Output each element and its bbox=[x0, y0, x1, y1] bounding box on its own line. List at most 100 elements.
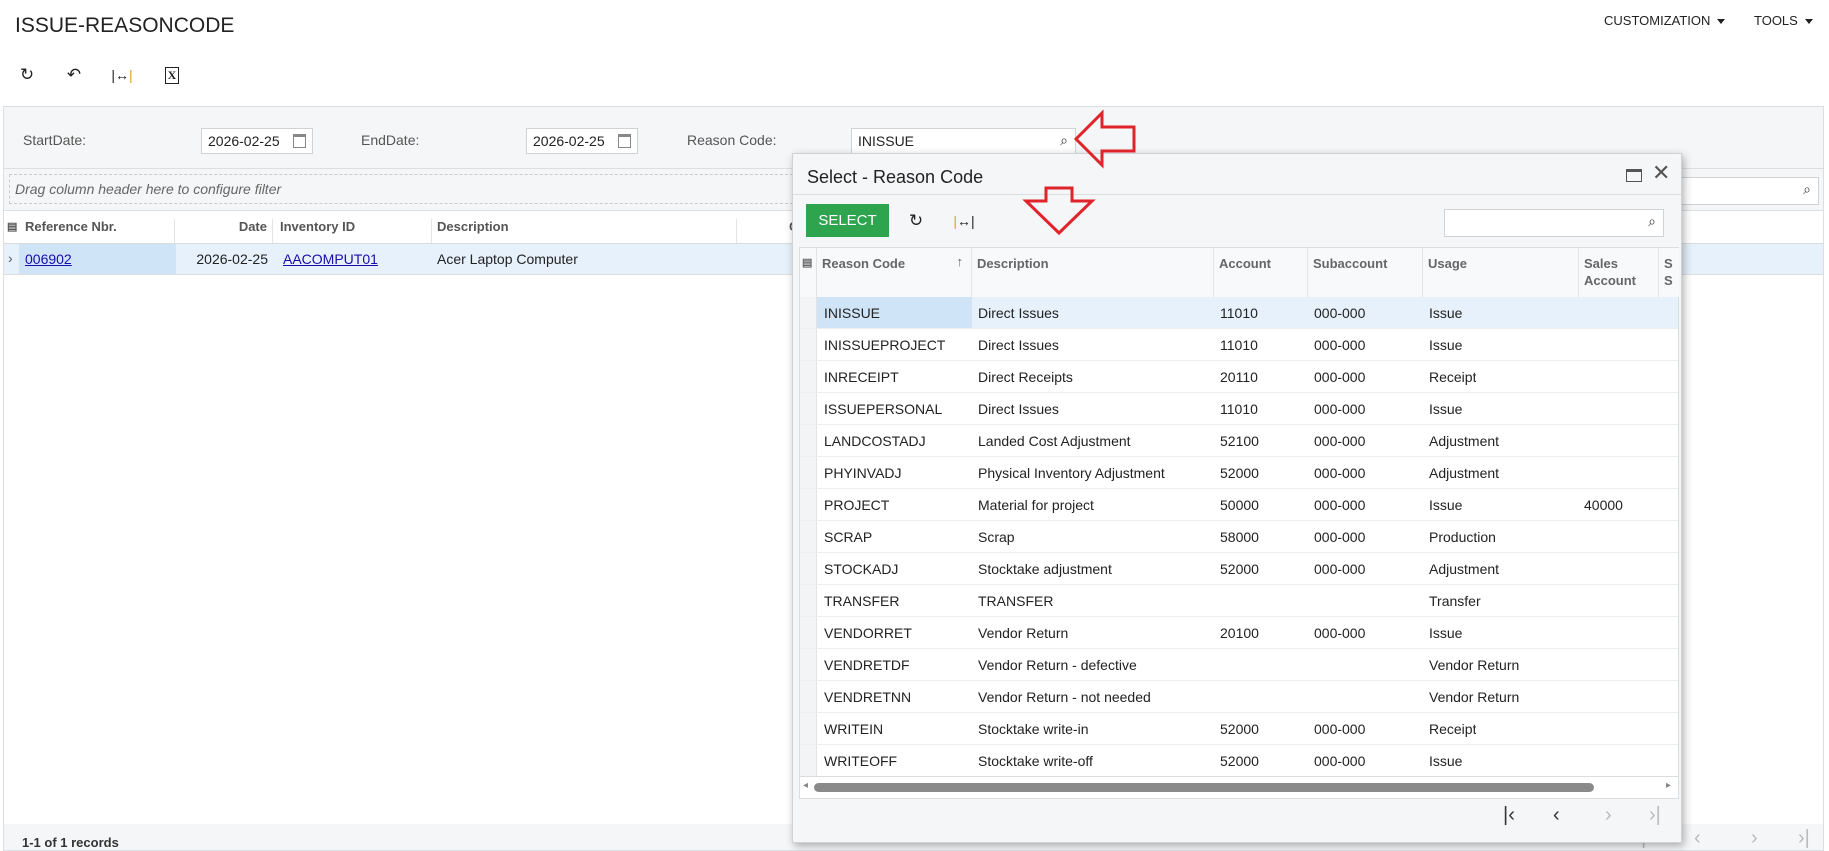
list-item[interactable]: SCRAP Scrap 58000 000-000 Production bbox=[800, 521, 1678, 553]
row-gutter bbox=[800, 329, 817, 360]
row-gutter bbox=[800, 681, 817, 712]
col-subaccount[interactable]: Subaccount bbox=[1308, 248, 1423, 297]
reason-code-cell: SCRAP bbox=[824, 529, 873, 545]
list-item[interactable]: ISSUEPERSONAL Direct Issues 11010 000-000 Is… bbox=[800, 393, 1678, 425]
search-icon[interactable]: ⌕ bbox=[1060, 132, 1068, 148]
subaccount-cell: 000-000 bbox=[1314, 529, 1366, 545]
col-inventory-id[interactable]: Inventory ID bbox=[276, 219, 432, 243]
row-gutter bbox=[800, 553, 817, 584]
description-cell: Vendor Return - defective bbox=[978, 657, 1137, 673]
list-item[interactable]: VENDRETNN Vendor Return - not needed Vendo… bbox=[800, 681, 1678, 713]
col-sales-account[interactable]: Sales Account bbox=[1579, 248, 1659, 297]
row-gutter bbox=[800, 361, 817, 392]
row-expand-icon[interactable]: › bbox=[8, 250, 13, 266]
subaccount-cell: 000-000 bbox=[1314, 625, 1366, 641]
horizontal-scrollbar[interactable]: ◂ ▸ bbox=[800, 776, 1678, 798]
list-item[interactable]: PROJECT Material for project 50000 000-000 I… bbox=[800, 489, 1678, 521]
selected-cell-highlight bbox=[817, 297, 972, 328]
description-cell: Material for project bbox=[978, 497, 1094, 513]
description-cell: Stocktake adjustment bbox=[978, 561, 1112, 577]
select-button[interactable]: SELECT bbox=[806, 204, 889, 237]
description-cell: Scrap bbox=[978, 529, 1015, 545]
description-cell: Stocktake write-in bbox=[978, 721, 1089, 737]
prev-page-icon[interactable]: ‹ bbox=[1553, 804, 1560, 826]
list-item[interactable]: WRITEOFF Stocktake write-off 52000 000-000 I… bbox=[800, 745, 1678, 777]
row-gutter bbox=[800, 745, 817, 776]
scroll-left-icon[interactable]: ◂ bbox=[803, 780, 809, 791]
prev-page-icon[interactable]: ‹ bbox=[1694, 827, 1701, 849]
list-item[interactable]: TRANSFER TRANSFER Transfer bbox=[800, 585, 1678, 617]
refresh-icon[interactable]: ↻ bbox=[908, 211, 924, 230]
search-icon[interactable]: ⌕ bbox=[1803, 181, 1811, 197]
col-date[interactable]: Date bbox=[176, 219, 273, 243]
excel-export-icon[interactable]: X bbox=[159, 62, 185, 88]
row-gutter bbox=[800, 393, 817, 424]
list-item[interactable]: STOCKADJ Stocktake adjustment 52000 000-000… bbox=[800, 553, 1678, 585]
list-item[interactable]: LANDCOSTADJ Landed Cost Adjustment 52100 00… bbox=[800, 425, 1678, 457]
column-chooser-icon[interactable]: ▤ bbox=[7, 221, 18, 233]
col-partial[interactable]: S S bbox=[1659, 248, 1679, 297]
next-page-icon[interactable]: › bbox=[1751, 827, 1758, 849]
row-gutter bbox=[800, 297, 817, 328]
end-date-value: 2026-02-25 bbox=[533, 133, 605, 149]
reason-code-cell: ISSUEPERSONAL bbox=[824, 401, 943, 417]
dialog-search-input[interactable]: ⌕ bbox=[1444, 209, 1664, 237]
refresh-icon[interactable]: ↻ bbox=[19, 65, 35, 84]
scrollbar-thumb[interactable] bbox=[814, 783, 1594, 792]
reference-link[interactable]: 006902 bbox=[25, 251, 72, 267]
subaccount-cell: 000-000 bbox=[1314, 721, 1366, 737]
inventory-link[interactable]: AACOMPUT01 bbox=[283, 251, 378, 267]
list-item[interactable]: INISSUEPROJECT Direct Issues 11010 000-000 I… bbox=[800, 329, 1678, 361]
reason-code-cell: INISSUEPROJECT bbox=[824, 337, 946, 353]
last-page-icon[interactable]: ›| bbox=[1798, 827, 1810, 849]
col-usage[interactable]: Usage bbox=[1423, 248, 1579, 297]
next-page-icon[interactable]: › bbox=[1605, 804, 1612, 826]
usage-cell: Adjustment bbox=[1429, 561, 1500, 577]
last-page-icon[interactable]: ›| bbox=[1649, 804, 1661, 826]
end-date-input[interactable]: 2026-02-25 bbox=[526, 128, 638, 154]
account-cell: 20100 bbox=[1220, 625, 1259, 641]
usage-cell: Receipt bbox=[1429, 369, 1477, 385]
sales-account-cell: 40000 bbox=[1584, 497, 1623, 513]
subaccount-cell: 000-000 bbox=[1314, 753, 1366, 769]
undo-icon[interactable]: ↶ bbox=[66, 65, 82, 84]
fit-columns-icon[interactable]: |↔| bbox=[953, 213, 975, 229]
maximize-icon[interactable] bbox=[1626, 169, 1642, 182]
scroll-right-icon[interactable]: ▸ bbox=[1666, 780, 1672, 791]
col-account[interactable]: Account bbox=[1214, 248, 1308, 297]
account-cell: 11010 bbox=[1220, 337, 1258, 353]
tools-menu[interactable]: TOOLS bbox=[1754, 13, 1813, 28]
start-date-input[interactable]: 2026-02-25 bbox=[201, 128, 313, 154]
subaccount-cell: 000-000 bbox=[1314, 465, 1366, 481]
account-cell: 50000 bbox=[1220, 497, 1259, 513]
col-description[interactable]: Description bbox=[972, 248, 1214, 297]
calendar-icon[interactable] bbox=[293, 134, 306, 148]
list-item[interactable]: VENDORRET Vendor Return 20100 000-000 Issue bbox=[800, 617, 1678, 649]
usage-cell: Issue bbox=[1429, 625, 1463, 641]
list-item[interactable]: VENDRETDF Vendor Return - defective Vendor… bbox=[800, 649, 1678, 681]
list-item[interactable]: INRECEIPT Direct Receipts 20110 000-000 Rece… bbox=[800, 361, 1678, 393]
list-item[interactable]: PHYINVADJ Physical Inventory Adjustment 52… bbox=[800, 457, 1678, 489]
row-gutter bbox=[800, 713, 817, 744]
usage-cell: Production bbox=[1429, 529, 1496, 545]
first-page-icon[interactable]: |‹ bbox=[1503, 804, 1515, 826]
col-reason-code[interactable]: Reason Code ↑ bbox=[817, 248, 972, 297]
fit-columns-icon[interactable]: |↔| bbox=[111, 67, 133, 83]
subaccount-cell: 000-000 bbox=[1314, 305, 1366, 321]
calendar-icon[interactable] bbox=[618, 134, 631, 148]
close-icon[interactable]: ✕ bbox=[1652, 160, 1671, 185]
customization-menu[interactable]: CUSTOMIZATION bbox=[1604, 13, 1726, 28]
row-gutter bbox=[800, 457, 817, 488]
subaccount-cell: 000-000 bbox=[1314, 561, 1366, 577]
row-gutter bbox=[800, 617, 817, 648]
reason-code-cell: VENDORRET bbox=[824, 625, 912, 641]
col-description[interactable]: Description bbox=[433, 219, 737, 243]
column-chooser-icon[interactable]: ▤ bbox=[800, 248, 817, 297]
reason-code-cell: PHYINVADJ bbox=[824, 465, 902, 481]
grid-search-input[interactable]: ⌕ bbox=[1681, 177, 1819, 205]
reason-code-input[interactable]: INISSUE ⌕ bbox=[851, 128, 1076, 154]
col-reference-nbr[interactable]: Reference Nbr. bbox=[25, 219, 175, 243]
list-item[interactable]: WRITEIN Stocktake write-in 52000 000-000 Rec… bbox=[800, 713, 1678, 745]
search-icon[interactable]: ⌕ bbox=[1648, 213, 1656, 229]
